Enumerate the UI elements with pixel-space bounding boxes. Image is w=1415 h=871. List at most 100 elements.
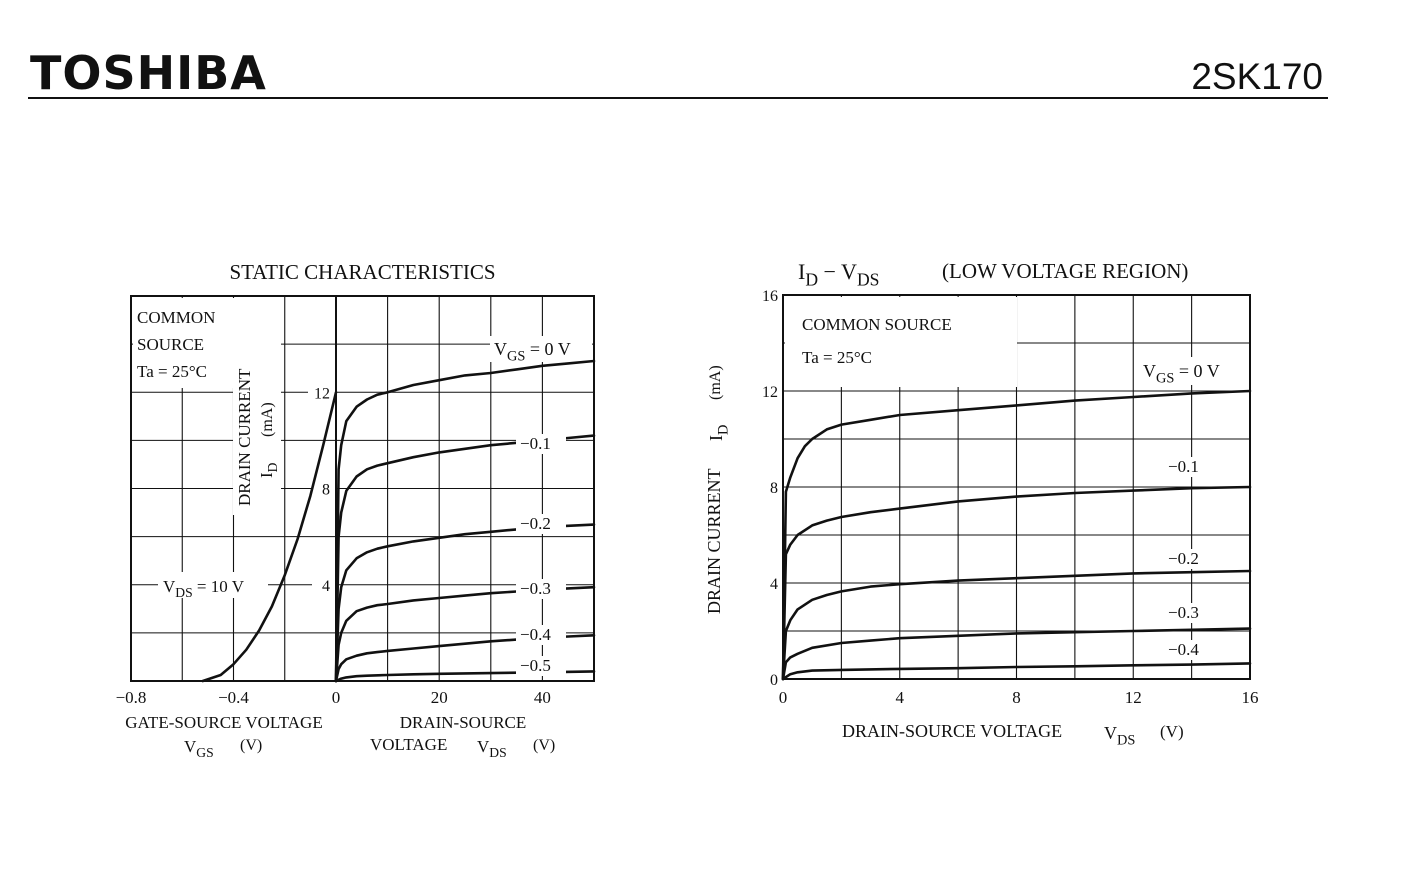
transfer-curve-label-part: = 10 V [193, 577, 245, 596]
curve-label-background [516, 434, 566, 454]
id-curve [781, 485, 1252, 681]
xlabel-left-symbol: VGS [184, 737, 214, 760]
chart-title-suffix: (LOW VOLTAGE REGION) [942, 259, 1188, 283]
xlabel-unit: (V) [1160, 722, 1184, 741]
note-text: Ta = 25°C [802, 348, 872, 367]
curve-label-background [516, 579, 566, 599]
curve-label: −0.1 [520, 434, 551, 453]
curve-label: −0.3 [1168, 603, 1199, 622]
curve-label-part: = 0 V [1174, 361, 1219, 381]
xtick-label: −0.4 [218, 688, 249, 707]
ytick-label: 4 [322, 578, 330, 595]
chart-title-part: DS [857, 270, 880, 290]
ylabel-unit: (mA) [707, 365, 724, 400]
curve-label: −0.5 [520, 656, 551, 675]
curve-label: −0.2 [1168, 549, 1199, 568]
curve-label-background [516, 656, 566, 676]
id-curve [781, 569, 1252, 681]
ytick-label: 0 [770, 672, 778, 689]
xlabel-left-symbol-part: V [184, 737, 197, 756]
curve-label-background [1165, 457, 1213, 477]
ylabel-symbol-part: I [257, 472, 276, 478]
vds-label-background [158, 572, 268, 598]
xlabel-right-unit: (V) [533, 737, 555, 754]
curve-label: VGS = 0 V [1143, 361, 1220, 386]
ylabel-symbol-part: D [265, 462, 280, 472]
ylabel-symbol-part: D [715, 425, 731, 435]
plot-frame [130, 295, 595, 682]
brand-logo: TOSHIBA [30, 46, 267, 100]
curve-label: −0.2 [520, 514, 551, 533]
curve-label: −0.1 [1168, 457, 1199, 476]
output-curve [334, 359, 596, 683]
curve-label-part: GS [507, 348, 525, 364]
xlabel-left-unit: (V) [240, 737, 262, 754]
header-rule [28, 97, 1328, 99]
curve-label: −0.4 [520, 625, 551, 644]
chart-title-part: I [798, 259, 805, 284]
ytick-background [312, 575, 335, 595]
curve-label: −0.4 [1168, 640, 1199, 659]
curve-label-background [1165, 640, 1213, 660]
transfer-curve-label-part: DS [175, 585, 192, 600]
ytick-label: 16 [762, 288, 778, 305]
chart-title: STATIC CHARACTERISTICS [229, 260, 495, 284]
ytick-label: 8 [770, 480, 778, 497]
xtick-label: 0 [779, 688, 788, 707]
xlabel-right-line2: VOLTAGE [370, 735, 447, 754]
ylabel-text: DRAIN CURRENT [235, 368, 254, 506]
curve-label-part: GS [1156, 370, 1174, 386]
chart-title-part: − V [818, 259, 857, 284]
ylabel-symbol-part: I [706, 435, 726, 441]
output-curve [334, 670, 596, 683]
xlabel-text: DRAIN-SOURCE VOLTAGE [842, 721, 1062, 741]
note-text: COMMON [137, 308, 215, 327]
note-text: SOURCE [137, 335, 204, 354]
note-background [785, 297, 1017, 387]
xlabel-symbol: VDS [1104, 723, 1135, 748]
xlabel-right-symbol-part: V [477, 737, 490, 756]
xtick-label: −0.8 [116, 688, 147, 707]
ylabel-text: DRAIN CURRENT [704, 468, 724, 614]
curve-label-part: = 0 V [525, 339, 570, 359]
ylabel-unit: (mA) [259, 402, 276, 437]
legend-background [1138, 357, 1246, 385]
xlabel-symbol-part: V [1104, 723, 1117, 743]
chart-title-part: D [805, 270, 818, 290]
xlabel-symbol-part: DS [1117, 732, 1135, 748]
curve-label-part: V [1143, 361, 1156, 381]
curve-label-background [1165, 603, 1213, 623]
xlabel-left-symbol-part: GS [196, 745, 213, 760]
id-curve [781, 662, 1252, 681]
ylabel-symbol: ID [257, 462, 280, 478]
xtick-label: 8 [1012, 688, 1021, 707]
curve-label-part: V [494, 339, 507, 359]
xlabel-left: GATE-SOURCE VOLTAGE [125, 713, 322, 732]
chart-title: ID − VDS [798, 259, 879, 290]
curve-label-background [1165, 549, 1213, 569]
ytick-label: 4 [770, 576, 778, 593]
part-number: 2SK170 [1191, 56, 1323, 97]
xlabel-right-symbol-part: DS [489, 745, 506, 760]
xlabel-right: DRAIN-SOURCE [400, 713, 527, 732]
curve-label: −0.3 [520, 579, 551, 598]
xtick-label: 16 [1242, 688, 1259, 707]
xtick-label: 4 [896, 688, 905, 707]
curve-label-background [516, 514, 566, 534]
ytick-background [312, 479, 335, 499]
ylabel-symbol: ID [706, 425, 731, 441]
note-text: COMMON SOURCE [802, 315, 952, 334]
note-text: Ta = 25°C [137, 362, 207, 381]
curve-label: VGS = 0 V [494, 339, 571, 364]
id-curve [781, 627, 1252, 681]
xtick-label: 20 [431, 688, 448, 707]
xtick-label: 40 [534, 688, 551, 707]
ylabel-background [233, 340, 281, 515]
ytick-label: 12 [314, 385, 330, 402]
ytick-label: 12 [762, 384, 778, 401]
transfer-curve [201, 391, 338, 683]
transfer-curve-label: VDS = 10 V [163, 577, 245, 600]
id-curve [781, 389, 1252, 681]
ytick-background [308, 383, 335, 403]
